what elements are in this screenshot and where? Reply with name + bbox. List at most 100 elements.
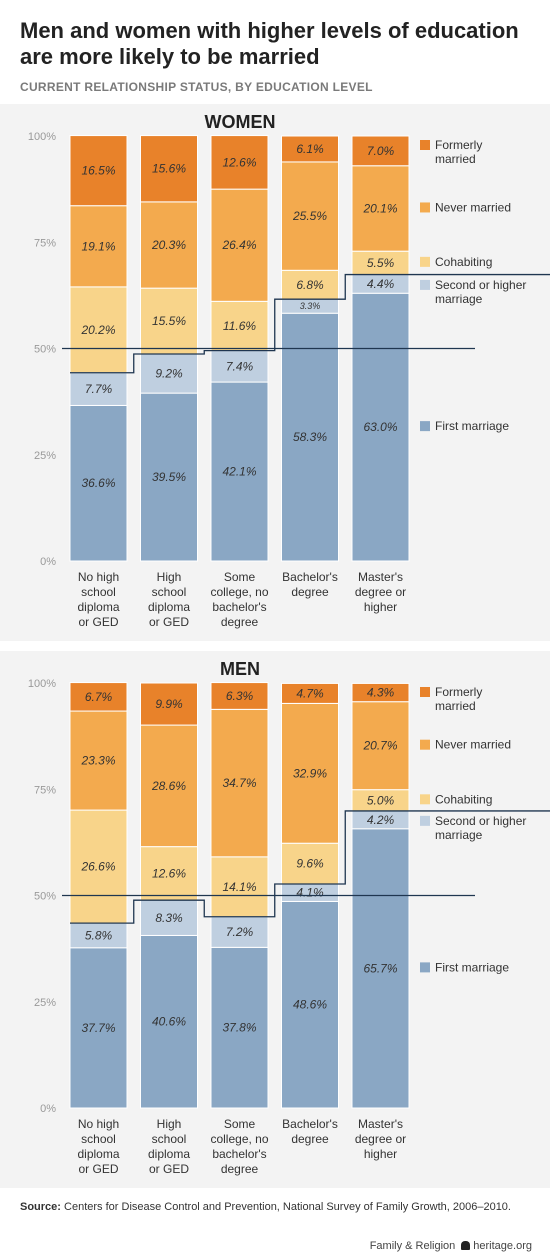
y-tick-label: 100%	[28, 678, 56, 690]
legend-label: First marriage	[435, 419, 509, 433]
data-label: 9.2%	[155, 367, 183, 381]
data-label: 40.6%	[152, 1015, 186, 1029]
data-label: 4.4%	[367, 277, 395, 291]
x-category-label: degree	[221, 1162, 259, 1176]
x-category-label: degree or	[355, 585, 406, 599]
data-label: 8.3%	[155, 911, 183, 925]
bar-segment-cohabiting	[210, 856, 269, 918]
legend-label: Never married	[435, 200, 511, 214]
data-label: 11.6%	[223, 319, 256, 333]
y-tick-label: 0%	[40, 1103, 56, 1115]
data-label: 5.0%	[367, 793, 395, 807]
data-label: 58.3%	[293, 430, 327, 444]
x-category-label: college, no	[210, 1132, 268, 1146]
data-label: 7.2%	[226, 925, 254, 939]
bar-segment-first-marriage	[140, 934, 198, 1109]
data-label: 4.2%	[367, 813, 395, 827]
bar-segment-formerly-married	[281, 682, 339, 704]
legend-swatch-first-marriage	[420, 962, 430, 973]
legend-label: marriage	[435, 292, 483, 306]
bar-segment-second-marriage	[210, 916, 269, 948]
x-category-label: school	[81, 1132, 116, 1146]
y-tick-label: 25%	[34, 450, 56, 462]
source-text: Centers for Disease Control and Preventi…	[64, 1201, 511, 1213]
data-label: 16.5%	[81, 164, 115, 178]
data-label: 12.6%	[222, 155, 256, 169]
source-note: Source: Centers for Disease Control and …	[20, 1201, 511, 1213]
legend-label: Second or higher	[435, 278, 526, 292]
y-tick-label: 0%	[40, 556, 56, 568]
bar-segment-cohabiting	[140, 287, 198, 355]
data-label: 3.3%	[300, 301, 321, 311]
x-category-label: Bachelor's	[282, 570, 338, 584]
bar-segment-second-marriage	[140, 899, 198, 936]
bar-segment-formerly-married	[69, 135, 128, 207]
data-label: 4.7%	[296, 686, 324, 700]
x-category-label: diploma	[148, 600, 190, 614]
data-label: 20.3%	[151, 238, 186, 252]
women-chart-title: WOMEN	[205, 112, 276, 132]
bar-segment-never-married	[69, 205, 128, 288]
legend-label: Cohabiting	[435, 792, 492, 806]
data-label: 6.3%	[226, 689, 254, 703]
data-label: 5.8%	[85, 928, 113, 942]
data-label: 12.6%	[152, 866, 186, 880]
legend-swatch-second-marriage	[420, 815, 430, 826]
legend-swatch-formerly-married	[420, 140, 430, 150]
bar-segment-first-marriage	[281, 900, 339, 1109]
x-category-label: No high	[78, 570, 119, 584]
data-label: 63.0%	[363, 420, 397, 434]
men-chart-title: MEN	[220, 659, 260, 679]
data-label: 9.6%	[296, 857, 324, 871]
legend-swatch-never-married	[420, 739, 430, 750]
legend-label: marriage	[435, 828, 483, 842]
men-chart: MEN 0% 25% 50% 75% 100% 37.7% 5.8% 26.6% 23.3% 6.7…	[28, 659, 550, 1176]
bar-segment-formerly-married	[351, 135, 410, 167]
women-chart: WOMEN 0% 25% 50% 75% 100% 36.6% 7.7% 20.2% 19.1% 1…	[28, 112, 550, 629]
bar-segment-never-married	[140, 724, 198, 848]
x-category-label: degree	[221, 615, 259, 629]
x-category-label: degree or	[355, 1132, 406, 1146]
bar-segment-second-marriage	[69, 372, 128, 406]
bar-segment-first-marriage	[210, 381, 269, 562]
bar-segment-never-married	[140, 201, 198, 289]
bar-segment-never-married	[210, 708, 269, 858]
data-label: 26.4%	[221, 238, 256, 252]
x-category-label: school	[152, 585, 187, 599]
bell-icon	[461, 1241, 471, 1250]
x-category-label: higher	[364, 600, 397, 614]
data-label: 20.7%	[362, 739, 397, 753]
legend-swatch-formerly-married	[420, 687, 430, 697]
y-tick-label: 25%	[34, 997, 56, 1009]
data-label: 15.5%	[152, 314, 186, 328]
footer: Family & Religion heritage.org	[370, 1240, 532, 1252]
data-label: 7.0%	[367, 144, 395, 158]
x-category-label: No high	[78, 1117, 119, 1131]
x-category-label: diploma	[148, 1147, 190, 1161]
footer-site: heritage.org	[473, 1240, 532, 1252]
footer-section: Family & Religion	[369, 1240, 456, 1252]
x-category-label: diploma	[77, 600, 119, 614]
legend-swatch-first-marriage	[420, 421, 430, 432]
bar-segment-formerly-married	[69, 682, 128, 712]
x-category-label: or GED	[78, 1162, 118, 1176]
y-tick-label: 50%	[34, 891, 56, 903]
x-category-label: school	[152, 1132, 187, 1146]
bar-segment-formerly-married	[210, 135, 269, 190]
legend-swatch-second-marriage	[420, 279, 430, 290]
bar-segment-cohabiting	[281, 269, 339, 300]
data-label: 65.7%	[363, 961, 397, 975]
chart-subtitle: CURRENT RELATIONSHIP STATUS, BY EDUCATIO…	[20, 80, 373, 94]
x-category-label: or GED	[78, 615, 118, 629]
legend-label: Cohabiting	[435, 255, 492, 269]
bar-segment-first-marriage	[351, 292, 410, 562]
data-label: 23.3%	[80, 754, 115, 768]
bar-segment-first-marriage	[69, 404, 128, 562]
data-label: 6.8%	[296, 278, 324, 292]
bar-segment-formerly-married	[140, 682, 198, 726]
married-share-step-line	[70, 810, 550, 924]
data-label: 20.1%	[362, 201, 397, 215]
bar-segment-formerly-married	[140, 135, 198, 203]
x-category-label: Bachelor's	[282, 1117, 338, 1131]
y-tick-label: 75%	[34, 784, 56, 796]
